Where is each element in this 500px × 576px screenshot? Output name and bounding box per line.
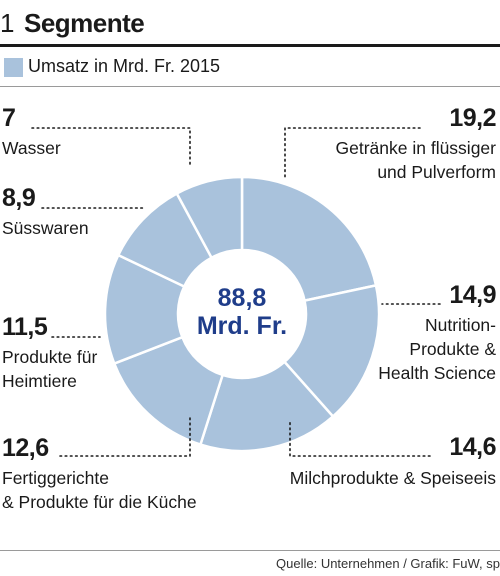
source-note: Quelle: Unternehmen / Grafik: FuW, sp [276,556,500,571]
slice-label-getraenke-2: und Pulverform [377,162,496,182]
slice-value-nutrition: 14,9 [449,281,496,309]
donut-slice-milchprodukte [198,360,335,453]
slice-label-nutrition-3: Health Science [378,363,496,383]
center-total-unit: Mrd. Fr. [197,312,287,340]
slice-value-wasser: 7 [2,104,16,132]
leader-line-fertiggerichte [59,417,191,457]
slice-value-milchprodukte: 14,6 [449,433,496,461]
slice-label-getraenke-1: Getränke in flüssiger [335,138,497,158]
donut-slice-wasser [175,175,244,260]
slice-label-nutrition-1: Nutrition- [425,315,496,335]
leader-line-getraenke [284,127,421,179]
chart-number: 1 [0,8,15,38]
chart-title: Segmente [24,8,145,38]
slice-label-fertiggerichte-1: Fertiggerichte [2,468,109,488]
slice-label-heimtiere-2: Heimtiere [2,371,77,391]
donut-slice-getraenke [240,175,378,303]
center-total-value: 88,8 [218,284,267,312]
leader-line-wasser [31,127,191,166]
legend-divider [0,86,500,87]
slice-label-suesswaren: Süsswaren [2,218,89,238]
slice-label-heimtiere-1: Produkte für [2,347,98,367]
legend-label: Umsatz in Mrd. Fr. 2015 [28,56,221,76]
header-rule [0,44,500,47]
slice-label-nutrition-2: Produkte & [409,339,496,359]
slice-value-suesswaren: 8,9 [2,184,36,212]
slice-label-fertiggerichte-2: & Produkte für die Küche [2,492,197,512]
legend-swatch [4,58,23,77]
footer-rule [0,550,500,551]
slice-value-fertiggerichte: 12,6 [2,434,49,462]
slice-label-wasser: Wasser [2,138,61,158]
slice-label-milchprodukte: Milchprodukte & Speiseeis [289,468,496,488]
leader-line-milchprodukte [289,419,431,457]
slice-value-heimtiere: 11,5 [2,313,48,341]
slice-value-getraenke: 19,2 [449,104,496,132]
